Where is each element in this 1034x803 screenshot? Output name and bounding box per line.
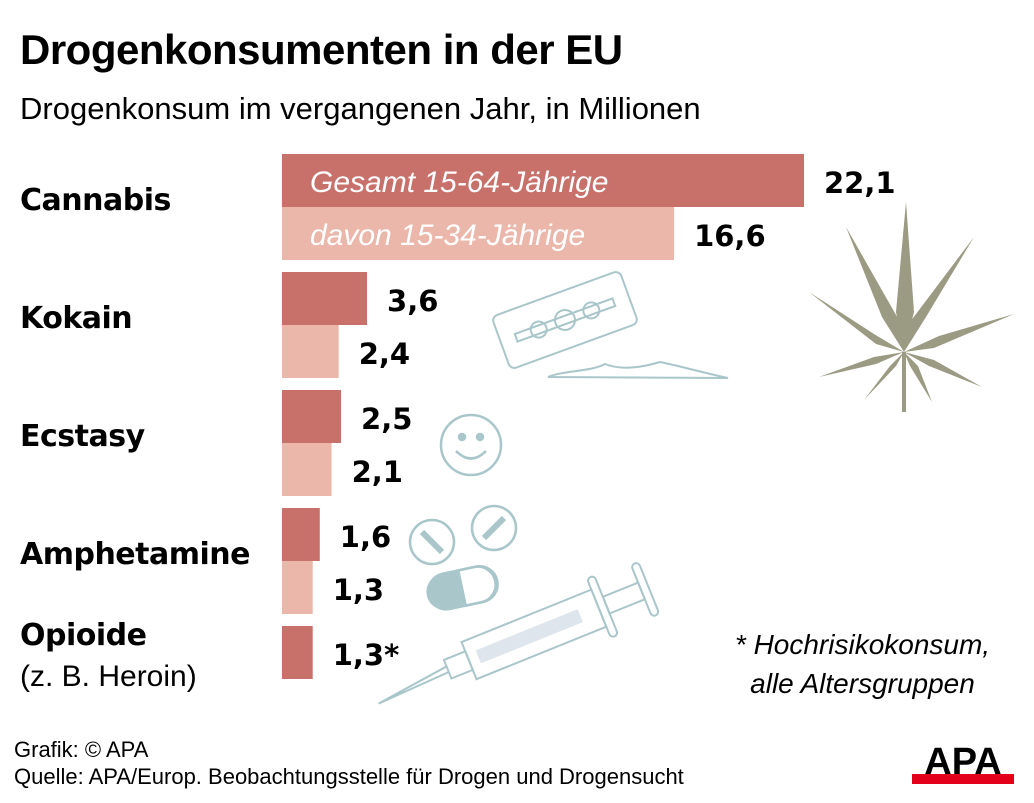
legend-label-young: davon 15-34-Jährige xyxy=(310,219,585,252)
value-label-kokain-young: 2,4 xyxy=(359,337,410,371)
syringe-icon xyxy=(378,562,660,705)
value-label-amphetamine-total: 1,6 xyxy=(340,520,391,554)
value-label-cannabis-young: 16,6 xyxy=(694,219,766,253)
bar-ecstasy-total xyxy=(282,390,342,443)
category-label-amphetamine: Amphetamine xyxy=(20,537,251,572)
bars-group: Gesamt 15-64-Jährige davon 15-34-Jährige xyxy=(282,154,804,679)
tablet-icon xyxy=(408,504,518,566)
footnote-line-1: * Hochrisikokonsum, xyxy=(734,629,991,660)
footnote-line-2: alle Altersgruppen xyxy=(750,668,975,699)
value-label-opioide-total: 1,3* xyxy=(333,638,400,672)
capsule-icon xyxy=(426,565,499,611)
chart-title: Drogenkonsumenten in der EU xyxy=(20,26,623,73)
legend-label-total: Gesamt 15-64-Jährige xyxy=(310,166,608,199)
category-sublabel-opioide: (z. B. Heroin) xyxy=(20,660,197,693)
cocaine-powder-icon xyxy=(547,360,729,379)
smiley-pill-icon xyxy=(439,413,503,477)
category-label-kokain: Kokain xyxy=(20,301,133,336)
bar-ecstasy-young xyxy=(282,443,332,496)
bar-kokain-total xyxy=(282,272,368,325)
value-label-kokain-total: 3,6 xyxy=(387,284,438,318)
bar-amphetamine-total xyxy=(282,508,320,561)
footnote: * Hochrisikokonsum, alle Altersgruppen xyxy=(700,625,1025,703)
razor-blade-icon xyxy=(492,271,638,369)
cannabis-leaf-icon xyxy=(809,202,1014,412)
value-label-cannabis-total: 22,1 xyxy=(824,166,896,200)
category-label-cannabis: Cannabis xyxy=(20,183,171,218)
bar-cannabis-total xyxy=(282,154,804,207)
bar-kokain-young xyxy=(282,325,339,378)
value-label-amphetamine-young: 1,3 xyxy=(333,573,384,607)
logo-red-bar xyxy=(912,774,1014,784)
value-label-ecstasy-young: 2,1 xyxy=(352,455,403,489)
bar-opioide-total xyxy=(282,626,313,679)
credit-quelle: Quelle: APA/Europ. Beobachtungsstelle fü… xyxy=(14,764,684,789)
value-labels-group: 22,1 16,6 3,6 2,4 2,5 2,1 1,6 1,3 1,3* xyxy=(333,166,896,672)
bar-cannabis-young xyxy=(282,207,675,260)
credit-grafik: Grafik: © APA xyxy=(14,737,149,762)
category-label-opioide: Opioide xyxy=(20,618,147,653)
value-label-ecstasy-total: 2,5 xyxy=(361,402,412,436)
chart-subtitle: Drogenkonsum im vergangenen Jahr, in Mil… xyxy=(20,91,701,126)
category-label-ecstasy: Ecstasy xyxy=(20,419,145,454)
apa-logo: APA xyxy=(912,742,1014,784)
bar-amphetamine-young xyxy=(282,561,313,614)
